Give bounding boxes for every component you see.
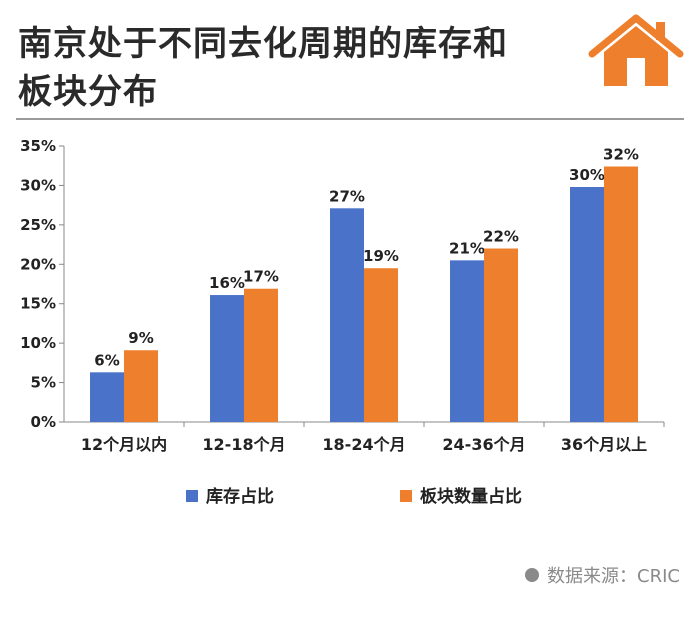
legend-label: 板块数量占比 bbox=[420, 486, 522, 507]
y-tick-label: 15% bbox=[20, 295, 56, 313]
data-label: 16% bbox=[209, 274, 245, 292]
x-tick-label: 24-36个月 bbox=[442, 435, 525, 454]
y-tick-label: 25% bbox=[20, 216, 56, 234]
x-tick-label: 12-18个月 bbox=[202, 435, 285, 454]
y-tick-label: 10% bbox=[20, 334, 56, 352]
title-line-2: 板块分布 bbox=[18, 72, 158, 112]
bar-inventory bbox=[90, 372, 124, 422]
bar-chart: 0% 5% 10% 15% 20% 25% 30% 35% 6% 9% 12个月以内 16%17% 12… bbox=[20, 137, 665, 507]
x-tick-label: 18-24个月 bbox=[322, 435, 405, 454]
bar-blocks bbox=[604, 166, 638, 422]
bar-inventory bbox=[570, 187, 604, 422]
legend-swatch bbox=[400, 490, 412, 502]
data-label: 22% bbox=[483, 228, 519, 246]
data-label: 27% bbox=[329, 187, 365, 205]
x-tick-label: 12个月以内 bbox=[81, 435, 167, 454]
title-divider bbox=[16, 118, 684, 120]
source-text: 数据来源：CRIC bbox=[547, 566, 680, 587]
x-tick-label: 36个月以上 bbox=[561, 435, 647, 454]
bar-blocks bbox=[124, 350, 158, 422]
y-tick-label: 0% bbox=[31, 413, 56, 431]
bar-blocks bbox=[244, 288, 278, 422]
source-note: 数据来源：CRIC bbox=[525, 562, 680, 588]
legend-swatch bbox=[186, 490, 198, 502]
house-icon bbox=[588, 14, 684, 86]
data-label: 9% bbox=[128, 329, 153, 347]
data-label: 6% bbox=[94, 351, 119, 369]
dot-icon bbox=[525, 568, 540, 582]
y-tick-label: 30% bbox=[20, 176, 56, 194]
page-title: 南京处于不同去化周期的库存和 板块分布 bbox=[18, 20, 558, 116]
y-tick-label: 20% bbox=[20, 255, 56, 273]
bar-inventory bbox=[210, 295, 244, 422]
bar-inventory bbox=[330, 208, 364, 422]
title-line-1: 南京处于不同去化周期的库存和 bbox=[18, 24, 508, 64]
legend-label: 库存占比 bbox=[206, 486, 274, 507]
data-label: 30% bbox=[569, 166, 605, 184]
y-tick-label: 35% bbox=[20, 137, 56, 155]
bar-blocks bbox=[484, 248, 518, 422]
bar-inventory bbox=[450, 260, 484, 422]
data-label: 17% bbox=[243, 268, 279, 286]
data-label: 32% bbox=[603, 146, 639, 164]
data-label: 21% bbox=[449, 239, 485, 257]
y-tick-label: 5% bbox=[31, 374, 56, 392]
data-label: 19% bbox=[363, 247, 399, 265]
bar-blocks bbox=[364, 268, 398, 422]
